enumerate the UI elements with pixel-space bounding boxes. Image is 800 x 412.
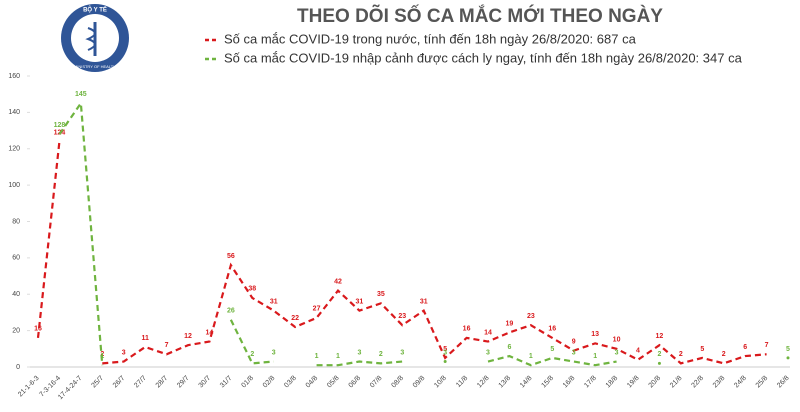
- y-tick-label: 160: [8, 73, 20, 80]
- data-label: 23: [398, 313, 406, 320]
- data-label: 1: [593, 353, 597, 360]
- point: [657, 361, 661, 365]
- data-label: 35: [377, 291, 385, 298]
- data-label: 2: [657, 351, 661, 358]
- data-label: 7: [165, 342, 169, 349]
- data-label: 3: [615, 349, 619, 356]
- data-label: 22: [291, 315, 299, 322]
- line-piece: [102, 262, 767, 365]
- legend-label: Số ca mắc COVID-19 nhập cảnh được cách l…: [224, 50, 743, 65]
- data-label: 5: [550, 346, 554, 353]
- data-label: 2: [100, 351, 104, 358]
- logo: BỘ Y TẾ MINISTRY OF HEALTH: [61, 4, 129, 72]
- data-label: 23: [527, 313, 535, 320]
- data-label: 3: [400, 349, 404, 356]
- data-label: 42: [334, 278, 342, 285]
- line-piece: [36, 141, 61, 339]
- data-label: 128: [54, 122, 66, 129]
- data-label: 13: [591, 331, 599, 338]
- data-label: 3: [357, 349, 361, 356]
- data-label: 31: [270, 298, 278, 305]
- legend-label: Số ca mắc COVID-19 trong nước, tính đến …: [224, 31, 637, 46]
- data-label: 14: [206, 329, 214, 336]
- line-piece: [487, 354, 617, 367]
- data-label: 7: [765, 342, 769, 349]
- line-piece: [229, 319, 274, 365]
- data-label: 5: [700, 346, 704, 353]
- data-label: 31: [420, 298, 428, 305]
- y-tick-label: 60: [12, 255, 20, 262]
- data-label: 14: [484, 329, 492, 336]
- data-label: 1: [315, 353, 319, 360]
- data-label: 1: [336, 353, 340, 360]
- data-label: 3: [272, 349, 276, 356]
- data-label: 2: [379, 351, 383, 358]
- data-label: 6: [743, 344, 747, 351]
- chart-title: THEO DÕI SỐ CA MẮC MỚI THEO NGÀY: [297, 5, 663, 27]
- data-label: 10: [613, 337, 621, 344]
- data-label: 2: [679, 351, 683, 358]
- data-label: 31: [356, 298, 364, 305]
- data-label: 16: [548, 326, 556, 333]
- data-label: 6: [507, 344, 511, 351]
- logo-snake: [85, 27, 96, 51]
- data-label: 16: [463, 326, 471, 333]
- data-label: 2: [722, 351, 726, 358]
- data-label: 38: [248, 286, 256, 293]
- data-label: 3: [122, 349, 126, 356]
- data-label: 26: [227, 308, 235, 315]
- data-label: 5: [786, 346, 790, 353]
- y-tick-label: 100: [8, 182, 20, 189]
- data-label: 11: [141, 335, 149, 342]
- point: [786, 356, 790, 360]
- data-label: 145: [75, 91, 87, 98]
- data-label: 2: [250, 351, 254, 358]
- logo-top: BỘ Y TẾ: [83, 6, 107, 14]
- data-label: 3: [486, 349, 490, 356]
- data-label: 1: [529, 353, 533, 360]
- data-label: 56: [227, 253, 235, 260]
- logo-bottom: MINISTRY OF HEALTH: [74, 64, 116, 69]
- y-tick-label: 140: [8, 109, 20, 116]
- y-tick-label: 80: [12, 218, 20, 225]
- line-piece: [316, 360, 403, 367]
- data-label: 3: [443, 349, 447, 356]
- data-label: 12: [184, 333, 192, 340]
- data-label: 19: [506, 320, 514, 327]
- y-tick-label: 0: [16, 364, 20, 371]
- data-label: 4: [636, 348, 640, 355]
- y-tick-label: 120: [8, 146, 20, 153]
- data-label: 27: [313, 306, 321, 313]
- data-label: 9: [572, 338, 576, 345]
- data-label: 16: [34, 326, 42, 333]
- line-piece: [58, 100, 104, 366]
- data-label: 3: [572, 349, 576, 356]
- point: [443, 360, 447, 364]
- data-label: 12: [656, 333, 664, 340]
- data-label: 5: [443, 346, 447, 353]
- y-tick-label: 40: [12, 291, 20, 298]
- y-tick-label: 20: [12, 327, 20, 334]
